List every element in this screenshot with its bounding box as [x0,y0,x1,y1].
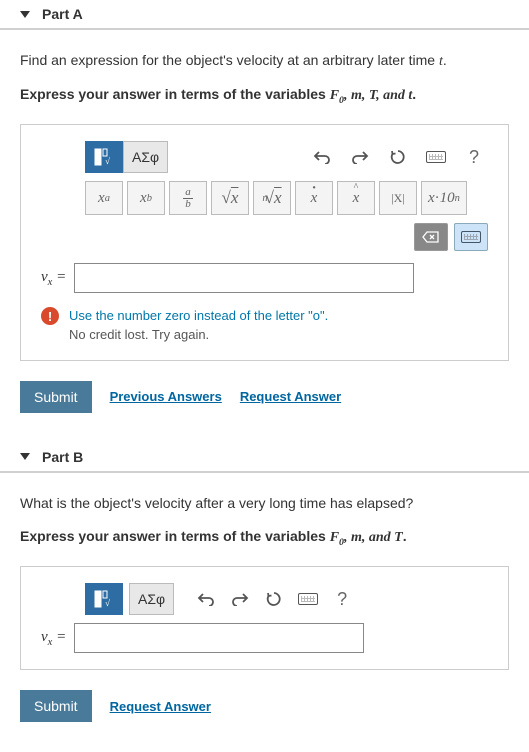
input-row-b: vx = [41,623,488,653]
part-b-question: What is the object's velocity after a ve… [20,493,509,514]
input-row-a: vx = [41,263,488,293]
lhs-label-a: vx = [41,269,66,288]
greek-mode-button[interactable]: ΑΣφ [123,141,168,173]
part-b-section: Part B What is the object's velocity aft… [0,443,529,722]
part-a-instruction: Express your answer in terms of the vari… [20,84,509,108]
error-icon: ! [41,307,59,325]
feedback-line1: Use the number zero instead of the lette… [69,307,328,325]
question-suffix: . [443,52,447,68]
equation-toolbar: √ ΑΣφ ? [85,141,488,173]
answer-input-a[interactable] [74,263,414,293]
undo-icon[interactable] [308,141,336,173]
tmpl-xdot[interactable]: x [295,181,333,215]
tmpl-abs[interactable]: |X| [379,181,417,215]
undo-icon-b[interactable] [192,583,220,615]
instr-suffix: . [412,86,416,102]
tmpl-sci[interactable]: x·10n [421,181,467,215]
submit-button-a[interactable]: Submit [20,381,92,413]
part-b-instruction: Express your answer in terms of the vari… [20,526,509,550]
instr-prefix: Express your answer in terms of the vari… [20,86,330,102]
part-a-title: Part A [42,6,83,22]
tmpl-sqrt[interactable]: √x [211,181,249,215]
answer-box-a: √ ΑΣφ ? xa xb ab √x n√x x x [20,124,509,360]
keyboard-icon-b[interactable] [294,583,322,615]
reset-icon-b[interactable] [260,583,288,615]
instr-vars: F0, m, T, and t [330,88,413,103]
keyboard-toggle-button[interactable] [454,223,488,251]
question-text: Find an expression for the object's velo… [20,52,439,68]
feedback-message: ! Use the number zero instead of the let… [41,307,488,343]
tmpl-superscript[interactable]: xa [85,181,123,215]
request-answer-link-a[interactable]: Request Answer [240,389,341,404]
tmpl-nth-root[interactable]: n√x [253,181,291,215]
equation-toolbar-b: √ ΑΣφ ? [85,583,488,615]
tmpl-xhat[interactable]: x [337,181,375,215]
template-row: xa xb ab √x n√x x x |X| x·10n [85,181,488,215]
answer-box-b: √ ΑΣφ ? vx = [20,566,509,670]
redo-icon[interactable] [346,141,374,173]
feedback-text: Use the number zero instead of the lette… [69,307,328,343]
part-a-body: Find an expression for the object's velo… [0,50,529,413]
part-b-header[interactable]: Part B [0,443,529,473]
part-b-body: What is the object's velocity after a ve… [0,493,529,722]
instr-vars-b: F0, m, and T [330,530,403,545]
control-row [85,223,488,251]
keyboard-icon[interactable] [422,141,450,173]
svg-text:√: √ [105,156,110,166]
tmpl-fraction[interactable]: ab [169,181,207,215]
instr-prefix-b: Express your answer in terms of the vari… [20,528,330,544]
actions-b: Submit Request Answer [20,690,509,722]
template-mode-button-b[interactable]: √ [85,583,123,615]
part-a-question: Find an expression for the object's velo… [20,50,509,72]
submit-button-b[interactable]: Submit [20,690,92,722]
tmpl-subscript[interactable]: xb [127,181,165,215]
part-a-header[interactable]: Part A [0,0,529,30]
backspace-button[interactable] [414,223,448,251]
collapse-caret-icon [20,11,30,18]
reset-icon[interactable] [384,141,412,173]
greek-mode-button-b[interactable]: ΑΣφ [129,583,174,615]
collapse-caret-icon [20,453,30,460]
svg-text:√: √ [105,598,110,608]
lhs-label-b: vx = [41,629,66,648]
part-a-section: Part A Find an expression for the object… [0,0,529,413]
help-icon[interactable]: ? [460,141,488,173]
toolbar-left: √ ΑΣφ [85,141,168,173]
request-answer-link-b[interactable]: Request Answer [110,699,211,714]
feedback-line2: No credit lost. Try again. [69,326,328,344]
actions-a: Submit Previous Answers Request Answer [20,381,509,413]
part-b-title: Part B [42,449,83,465]
help-icon-b[interactable]: ? [328,583,356,615]
redo-icon-b[interactable] [226,583,254,615]
answer-input-b[interactable] [74,623,364,653]
toolbar-right: ? [308,141,488,173]
instr-suffix-b: . [403,528,407,544]
template-mode-button[interactable]: √ [85,141,123,173]
previous-answers-link[interactable]: Previous Answers [110,389,222,404]
